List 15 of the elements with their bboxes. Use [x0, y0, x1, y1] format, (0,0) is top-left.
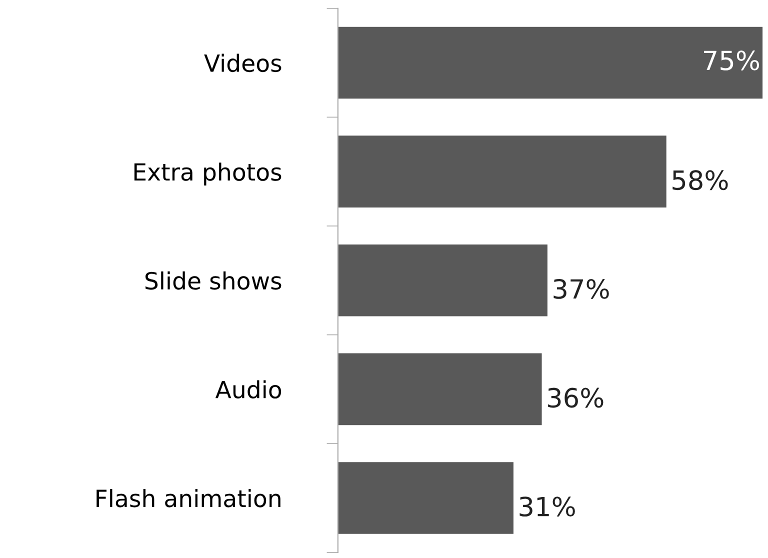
data-label: 58%: [672, 170, 728, 190]
bar: [338, 136, 666, 208]
data-label: 36%: [548, 388, 604, 408]
y-tick-label: Videos: [204, 54, 282, 72]
y-tick-label: Slide shows: [145, 271, 282, 290]
y-tick-label: Flash animation: [96, 489, 280, 508]
data-label: 31%: [520, 496, 575, 517]
bar: [338, 244, 548, 316]
bar: [338, 462, 514, 534]
data-label: 75%: [704, 50, 760, 70]
bar: [338, 353, 542, 426]
data-label: 37%: [554, 278, 609, 299]
y-tick-label: Audio: [215, 380, 282, 399]
bar: [338, 26, 763, 99]
y-tick-label: Extra photos: [134, 162, 282, 186]
